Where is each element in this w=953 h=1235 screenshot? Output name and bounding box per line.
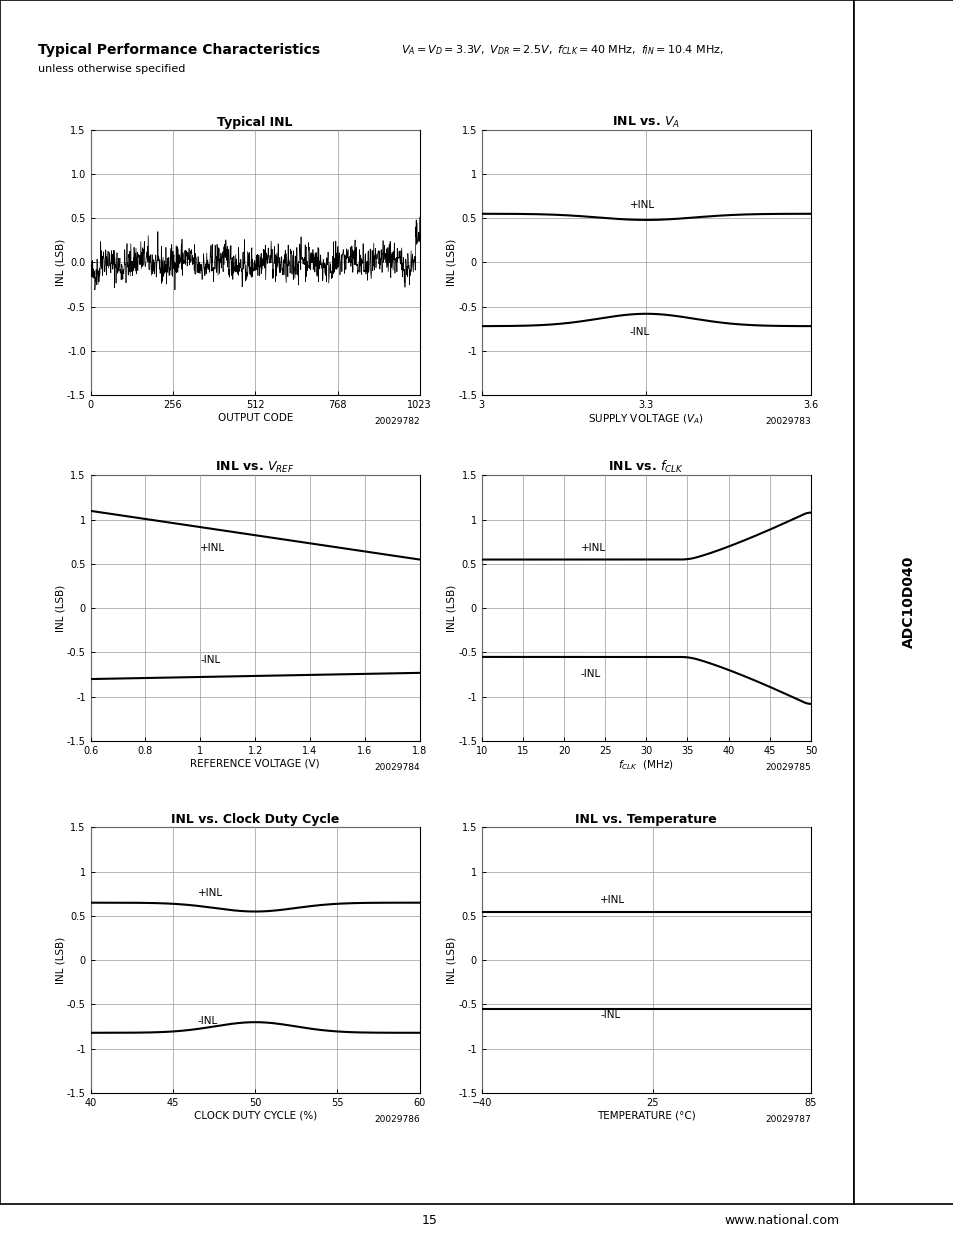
Text: 20029784: 20029784	[374, 763, 419, 772]
Title: INL vs. $f_{CLK}$: INL vs. $f_{CLK}$	[608, 459, 683, 475]
Text: ADC10D040: ADC10D040	[901, 556, 915, 648]
Text: 20029785: 20029785	[764, 763, 810, 772]
Text: unless otherwise specified: unless otherwise specified	[38, 64, 185, 74]
X-axis label: TEMPERATURE (°C): TEMPERATURE (°C)	[597, 1110, 695, 1120]
Y-axis label: INL (LSB): INL (LSB)	[446, 936, 456, 984]
Text: +INL: +INL	[599, 894, 625, 905]
X-axis label: $f_{CLK}$  (MHz): $f_{CLK}$ (MHz)	[618, 758, 674, 772]
Title: INL vs. $V_A$: INL vs. $V_A$	[612, 115, 679, 130]
Text: +INL: +INL	[579, 542, 605, 553]
Text: 20029787: 20029787	[764, 1115, 810, 1124]
Text: -INL: -INL	[579, 669, 600, 679]
Y-axis label: INL (LSB): INL (LSB)	[446, 584, 456, 632]
Text: Typical Performance Characteristics: Typical Performance Characteristics	[38, 43, 320, 57]
Text: -INL: -INL	[197, 1016, 217, 1026]
Y-axis label: INL (LSB): INL (LSB)	[446, 238, 456, 287]
Title: Typical INL: Typical INL	[217, 116, 293, 128]
Text: -INL: -INL	[200, 655, 220, 666]
Text: $V_A = V_D = 3.3V,\ V_{DR} = 2.5V,\ f_{CLK} = 40\ \mathrm{MHz},\ f_{IN} = 10.4\ : $V_A = V_D = 3.3V,\ V_{DR} = 2.5V,\ f_{C…	[400, 43, 722, 57]
Text: +INL: +INL	[200, 542, 225, 553]
Y-axis label: INL (LSB): INL (LSB)	[55, 238, 66, 287]
Title: INL vs. $V_{REF}$: INL vs. $V_{REF}$	[215, 461, 294, 475]
Text: 20029783: 20029783	[764, 417, 810, 426]
Text: +INL: +INL	[629, 200, 655, 210]
Text: www.national.com: www.national.com	[724, 1214, 839, 1226]
Text: -INL: -INL	[599, 1010, 619, 1020]
X-axis label: OUTPUT CODE: OUTPUT CODE	[217, 412, 293, 422]
Y-axis label: INL (LSB): INL (LSB)	[55, 584, 66, 632]
X-axis label: SUPPLY VOLTAGE $(V_A)$: SUPPLY VOLTAGE $(V_A)$	[588, 412, 703, 426]
Text: 20029782: 20029782	[374, 417, 419, 426]
Title: INL vs. Clock Duty Cycle: INL vs. Clock Duty Cycle	[171, 814, 339, 826]
Y-axis label: INL (LSB): INL (LSB)	[55, 936, 66, 984]
Title: INL vs. Temperature: INL vs. Temperature	[575, 814, 717, 826]
X-axis label: REFERENCE VOLTAGE (V): REFERENCE VOLTAGE (V)	[191, 758, 319, 768]
X-axis label: CLOCK DUTY CYCLE (%): CLOCK DUTY CYCLE (%)	[193, 1110, 316, 1120]
Text: 20029786: 20029786	[374, 1115, 419, 1124]
Text: 15: 15	[421, 1214, 436, 1226]
Text: +INL: +INL	[197, 888, 222, 899]
Text: -INL: -INL	[629, 327, 649, 337]
